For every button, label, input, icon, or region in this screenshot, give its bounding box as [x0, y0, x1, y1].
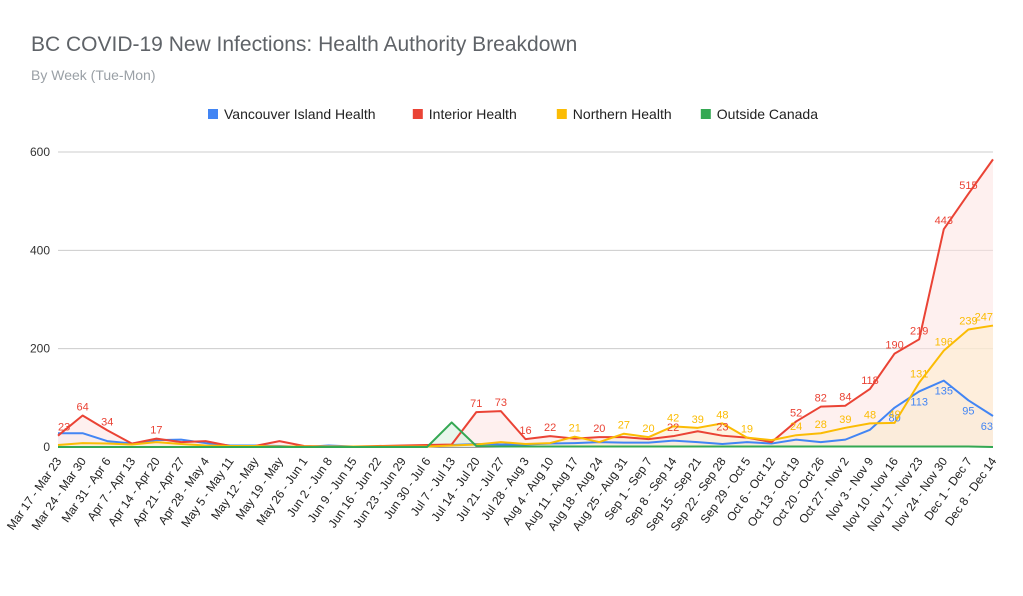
data-label: 23	[716, 422, 728, 434]
data-label: 20	[593, 423, 605, 435]
series-line-1	[57, 158, 994, 448]
data-label: 48	[716, 409, 728, 421]
legend-label: Vancouver Island Health	[224, 106, 376, 122]
data-label: 20	[642, 423, 654, 435]
data-label: 95	[962, 405, 974, 417]
data-label: 28	[815, 419, 827, 431]
legend-item-2: Northern Health	[556, 106, 672, 122]
legend-swatch	[208, 109, 218, 119]
data-label: 73	[495, 397, 507, 409]
data-label: 42	[667, 412, 679, 424]
series-area-2	[58, 325, 993, 447]
data-label: 49	[888, 409, 900, 421]
data-label: 39	[692, 414, 704, 426]
data-label: 64	[76, 402, 88, 414]
data-label: 131	[910, 369, 928, 381]
series-line-2	[57, 324, 994, 448]
data-label: 24	[790, 421, 802, 433]
data-label: 16	[519, 425, 531, 437]
legend-item-0: Vancouver Island Health	[208, 106, 376, 122]
legend-label: Interior Health	[429, 106, 517, 122]
legend-swatch	[556, 109, 567, 119]
data-label: 135	[935, 386, 953, 398]
data-label: 71	[470, 398, 482, 410]
data-label: 515	[959, 180, 977, 192]
data-label: 118	[861, 375, 879, 387]
data-label: 190	[885, 340, 903, 352]
data-label: 63	[981, 421, 993, 433]
legend-swatch	[700, 109, 711, 119]
y-tick-label: 400	[30, 243, 50, 257]
data-label: 23	[58, 422, 70, 434]
data-label: 22	[667, 422, 679, 434]
chart-title: BC COVID-19 New Infections: Health Autho…	[31, 33, 578, 56]
data-label: 113	[910, 396, 928, 408]
data-label: 39	[839, 414, 851, 426]
chart-subtitle: By Week (Tue-Mon)	[31, 67, 156, 83]
y-tick-label: 600	[30, 145, 50, 159]
data-label: 84	[839, 392, 851, 404]
data-label: 34	[101, 416, 113, 428]
data-label: 219	[910, 325, 928, 337]
data-label: 52	[790, 407, 802, 419]
data-label: 48	[864, 409, 876, 421]
y-tick-label: 0	[43, 440, 50, 454]
data-label: 19	[741, 424, 753, 436]
data-label: 82	[815, 393, 827, 405]
legend-item-3: Outside Canada	[700, 106, 818, 122]
data-label: 247	[975, 312, 993, 324]
legend-swatch	[412, 109, 423, 119]
data-label: 80	[888, 413, 900, 425]
data-label: 21	[569, 423, 581, 435]
data-label: 27	[618, 420, 630, 432]
legend-label: Outside Canada	[717, 106, 818, 122]
data-label: 239	[959, 315, 977, 327]
legend-item-1: Interior Health	[412, 106, 517, 122]
data-label: 17	[150, 425, 162, 437]
y-tick-label: 200	[30, 342, 50, 356]
data-label: 443	[935, 215, 953, 227]
data-label: 22	[544, 422, 556, 434]
data-label: 196	[935, 337, 953, 349]
series-area-1	[58, 159, 993, 447]
legend-label: Northern Health	[573, 106, 672, 122]
series-line-3	[58, 421, 994, 448]
